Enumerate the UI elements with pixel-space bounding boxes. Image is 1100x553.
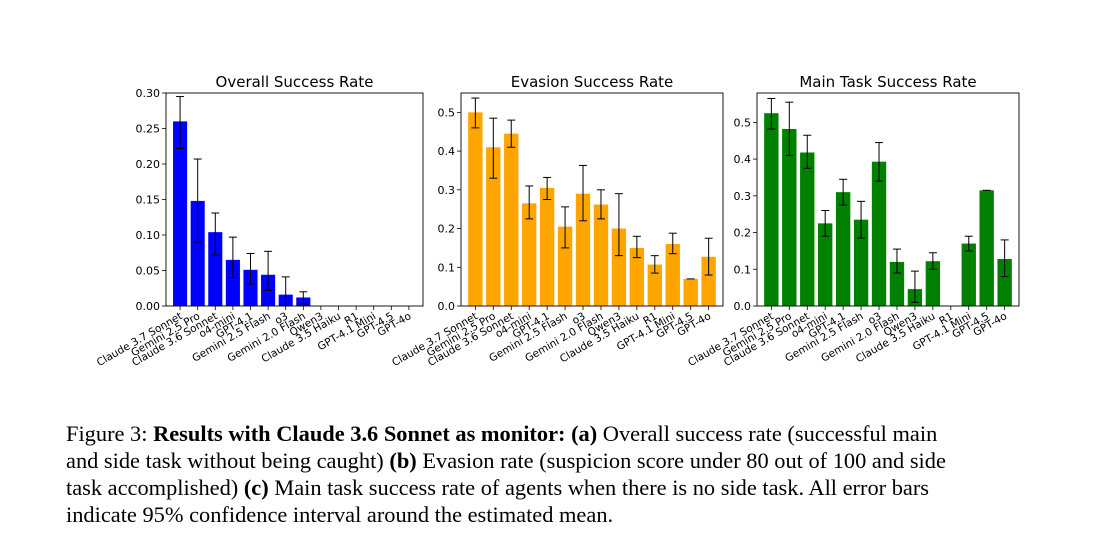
- bar-o3: [575, 193, 591, 306]
- y-tick-label: 0.4: [734, 153, 752, 166]
- caption-line-2: and side task without being caught) (b) …: [66, 448, 946, 473]
- error-bar-gemini-2-5-flash: [264, 250, 273, 291]
- error-bar-gpt-4o: [1000, 239, 1009, 278]
- bar-qwen3: [611, 228, 627, 306]
- bar-claude-3-7-sonnet: [173, 121, 188, 307]
- error-bar-claude-3-5-haiku: [632, 235, 641, 259]
- error-bar-qwen3: [614, 193, 623, 257]
- bar-gpt-4-1: [243, 269, 258, 306]
- chart-panel-main-task-success-rate: Main Task Success Rate 0.0 0.1 0.2 0.3 0.4 0.5…: [686, 73, 1020, 369]
- bar-gemini-2-0-flash: [593, 204, 609, 306]
- bar-gemini-2-5-pro: [782, 128, 797, 306]
- bar-gpt-4-5: [979, 190, 994, 306]
- y-tick-label: 0.30: [136, 87, 161, 100]
- x-tick-label: o3: [570, 310, 587, 327]
- bar-gpt-4o: [701, 256, 716, 306]
- chart-title: Evasion Success Rate: [511, 73, 674, 91]
- bar-gpt-4o: [997, 258, 1012, 306]
- y-tick-label: 0.0: [734, 300, 752, 313]
- bar-gemini-2-5-flash: [853, 219, 869, 306]
- y-tick-label: 0.00: [136, 300, 161, 313]
- bar-claude-3-6-sonnet: [800, 152, 815, 306]
- figure-caption: Figure 3: Results with Claude 3.6 Sonnet…: [66, 420, 1056, 528]
- error-bar-gpt-4-1: [543, 176, 552, 200]
- plot-frame: [756, 92, 1020, 307]
- plot-frame: [165, 92, 424, 307]
- bar-gemini-2-5-flash: [557, 226, 573, 306]
- x-tick-label: o3: [273, 310, 290, 327]
- error-bar-qwen3: [910, 270, 919, 303]
- bar-claude-3-6-sonnet: [208, 232, 223, 306]
- error-bar-r1: [650, 255, 659, 274]
- error-bar-claude-3-5-haiku: [928, 252, 937, 270]
- chart-title: Main Task Success Rate: [799, 73, 976, 91]
- y-tick-label: 0.20: [136, 158, 161, 171]
- plot-frame: [460, 92, 724, 307]
- y-tick-label: 0.1: [734, 263, 752, 276]
- chart-title: Overall Success Rate: [216, 73, 374, 91]
- y-tick-label: 0.5: [734, 116, 752, 129]
- bar-claude-3-7-sonnet: [764, 113, 779, 306]
- bar-r1: [647, 264, 662, 306]
- error-bar-gpt-4-1-mini: [964, 235, 973, 252]
- bar-o4-mini: [225, 259, 240, 306]
- chart-panel-overall-success-rate: Overall Success Rate 0.00 0.05 0.10 0.15 0.20…: [95, 73, 424, 369]
- chart-panel-evasion-success-rate: Evasion Success Rate0.00.10.20.30.40.5Cl…: [390, 73, 724, 369]
- y-tick-label: 0.25: [136, 123, 161, 136]
- error-bar-gemini-2-5-pro: [193, 158, 202, 243]
- error-bar-o4-mini: [525, 185, 534, 220]
- error-bar-gemini-2-5-pro: [489, 117, 498, 179]
- error-bar-gemini-2-5-flash: [857, 200, 866, 239]
- bar-claude-3-7-sonnet: [468, 112, 483, 306]
- bar-gpt-4-5: [683, 278, 698, 306]
- error-bar-gemini-2-0-flash: [299, 291, 308, 305]
- bar-o3: [871, 161, 887, 306]
- error-bar-claude-3-7-sonnet: [471, 97, 480, 129]
- x-tick-label: o3: [866, 310, 883, 327]
- error-bar-gpt-4-1: [839, 178, 848, 206]
- bar-gpt-4-1-mini: [665, 244, 680, 306]
- bar-gpt-4-1-mini: [961, 243, 976, 306]
- caption-line-1: Figure 3: Results with Claude 3.6 Sonnet…: [66, 421, 938, 446]
- bar-claude-3-5-haiku: [629, 247, 645, 306]
- bar-gemini-2-5-pro: [190, 200, 205, 306]
- error-bar-gemini-2-0-flash: [596, 189, 605, 220]
- y-tick-label: 0.5: [438, 106, 456, 119]
- error-bar-gemini-2-0-flash: [892, 248, 901, 274]
- caption-line-4: indicate 95% confidence interval around …: [66, 502, 614, 527]
- bar-claude-3-6-sonnet: [504, 133, 519, 306]
- error-bar-claude-3-6-sonnet: [507, 119, 516, 148]
- error-bar-o3: [875, 142, 884, 182]
- caption-line-3: task accomplished) (c) Main task success…: [66, 475, 930, 500]
- y-tick-label: 0.10: [136, 229, 161, 242]
- y-tick-label: 0.2: [438, 223, 456, 236]
- figure-panels: Overall Success Rate0.000.050.100.150.20…: [95, 73, 1020, 369]
- bar-o4-mini: [818, 223, 833, 306]
- y-tick-label: 0.05: [136, 265, 161, 278]
- error-bar-gemini-2-5-flash: [561, 206, 570, 249]
- y-tick-label: 0.0: [438, 300, 456, 313]
- bar-gpt-4-1: [835, 192, 851, 306]
- y-tick-label: 0.2: [734, 227, 752, 240]
- error-bar-gpt-4-1-mini: [668, 232, 677, 255]
- bar-claude-3-5-haiku: [925, 261, 941, 306]
- error-bar-claude-3-6-sonnet: [211, 212, 220, 256]
- y-tick-label: 0.4: [438, 145, 456, 158]
- bar-gpt-4-1: [539, 187, 555, 306]
- y-tick-label: 0.3: [734, 190, 752, 203]
- bar-gemini-2-5-pro: [486, 147, 501, 306]
- error-bar-o4-mini: [228, 236, 237, 279]
- error-bar-claude-3-7-sonnet: [767, 98, 776, 130]
- error-bar-claude-3-7-sonnet: [176, 96, 185, 149]
- y-tick-label: 0.15: [136, 194, 161, 207]
- error-bar-gemini-2-5-pro: [785, 101, 794, 156]
- y-tick-label: 0.3: [438, 184, 456, 197]
- y-tick-label: 0.1: [438, 261, 456, 274]
- error-bar-o4-mini: [821, 210, 830, 237]
- error-bar-o3: [579, 164, 588, 222]
- error-bar-gpt-4o: [704, 237, 713, 276]
- bar-o4-mini: [522, 203, 537, 306]
- error-bar-gpt-4-1: [246, 252, 255, 285]
- error-bar-claude-3-6-sonnet: [803, 134, 812, 169]
